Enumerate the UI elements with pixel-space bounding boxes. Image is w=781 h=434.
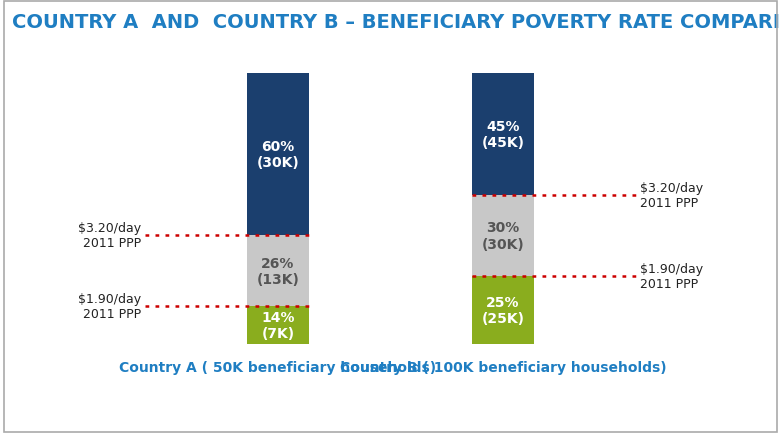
- Bar: [472, 195, 534, 276]
- Text: 26%
(13K): 26% (13K): [257, 256, 299, 286]
- Text: $3.20/day
2011 PPP: $3.20/day 2011 PPP: [640, 181, 704, 209]
- Text: 14%
(7K): 14% (7K): [262, 310, 294, 340]
- Text: $1.90/day
2011 PPP: $1.90/day 2011 PPP: [77, 292, 141, 320]
- Bar: [472, 276, 534, 344]
- Bar: [472, 74, 534, 195]
- Bar: [247, 74, 309, 236]
- Text: 30%
(30K): 30% (30K): [482, 221, 524, 251]
- Text: 60%
(30K): 60% (30K): [257, 140, 299, 170]
- Bar: [247, 306, 309, 344]
- Text: Country A ( 50K beneficiary households): Country A ( 50K beneficiary households): [119, 360, 437, 374]
- Text: 25%
(25K): 25% (25K): [481, 295, 525, 326]
- Text: 45%
(45K): 45% (45K): [481, 119, 525, 150]
- Text: Country B ( 100K beneficiary households): Country B ( 100K beneficiary households): [340, 360, 666, 374]
- Text: $3.20/day
2011 PPP: $3.20/day 2011 PPP: [77, 222, 141, 250]
- Text: $1.90/day
2011 PPP: $1.90/day 2011 PPP: [640, 263, 704, 290]
- Bar: [247, 236, 309, 306]
- Text: COUNTRY A  AND  COUNTRY B – BENEFICIARY POVERTY RATE COMPARISON: COUNTRY A AND COUNTRY B – BENEFICIARY PO…: [12, 13, 781, 32]
